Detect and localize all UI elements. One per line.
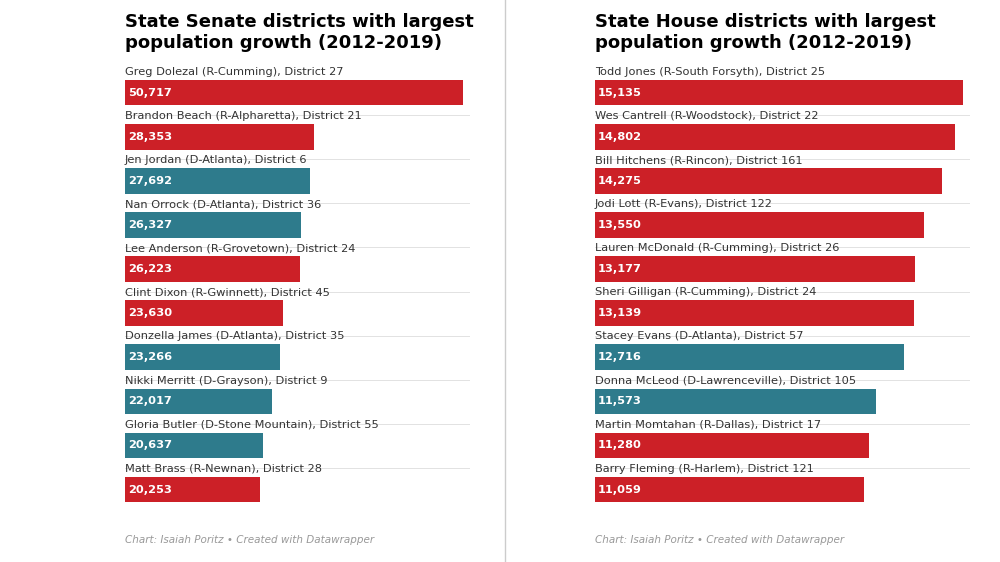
Text: Chart: Isaiah Poritz • Created with Datawrapper: Chart: Isaiah Poritz • Created with Data…	[125, 535, 374, 545]
Text: State Senate districts with largest
population growth (2012-2019): State Senate districts with largest popu…	[125, 13, 474, 52]
Text: 13,550: 13,550	[598, 220, 642, 230]
Text: Lauren McDonald (R-Cumming), District 26: Lauren McDonald (R-Cumming), District 26	[595, 243, 839, 253]
Text: 20,637: 20,637	[128, 441, 172, 451]
Bar	[125, 124, 314, 149]
Text: 50,717: 50,717	[128, 88, 171, 98]
Text: 12,716: 12,716	[598, 352, 642, 362]
Text: 23,266: 23,266	[128, 352, 172, 362]
Bar	[595, 212, 924, 238]
Bar	[595, 256, 915, 282]
Bar	[595, 168, 942, 194]
Text: 28,353: 28,353	[128, 132, 172, 142]
Text: Donna McLeod (D-Lawrenceville), District 105: Donna McLeod (D-Lawrenceville), District…	[595, 375, 856, 386]
Bar	[125, 301, 283, 326]
Text: State House districts with largest
population growth (2012-2019): State House districts with largest popul…	[595, 13, 936, 52]
Text: 13,139: 13,139	[598, 308, 642, 318]
Text: 27,692: 27,692	[128, 176, 172, 186]
Bar	[125, 433, 263, 458]
Text: 14,802: 14,802	[598, 132, 642, 142]
Text: 26,223: 26,223	[128, 264, 172, 274]
Bar	[595, 80, 963, 106]
Text: Matt Brass (R-Newnan), District 28: Matt Brass (R-Newnan), District 28	[125, 464, 322, 474]
Text: Stacey Evans (D-Atlanta), District 57: Stacey Evans (D-Atlanta), District 57	[595, 332, 804, 341]
Text: 11,280: 11,280	[598, 441, 642, 451]
Text: 23,630: 23,630	[128, 308, 172, 318]
Text: Nan Orrock (D-Atlanta), District 36: Nan Orrock (D-Atlanta), District 36	[125, 199, 321, 209]
Text: Jen Jordan (D-Atlanta), District 6: Jen Jordan (D-Atlanta), District 6	[125, 155, 308, 165]
Text: Clint Dixon (R-Gwinnett), District 45: Clint Dixon (R-Gwinnett), District 45	[125, 287, 330, 297]
Text: Wes Cantrell (R-Woodstock), District 22: Wes Cantrell (R-Woodstock), District 22	[595, 111, 818, 121]
Text: Nikki Merritt (D-Grayson), District 9: Nikki Merritt (D-Grayson), District 9	[125, 375, 328, 386]
Text: 13,177: 13,177	[598, 264, 642, 274]
Bar	[125, 168, 310, 194]
Bar	[595, 388, 876, 414]
Text: Sheri Gilligan (R-Cumming), District 24: Sheri Gilligan (R-Cumming), District 24	[595, 287, 816, 297]
Text: Lee Anderson (R-Grovetown), District 24: Lee Anderson (R-Grovetown), District 24	[125, 243, 355, 253]
Text: Martin Momtahan (R-Dallas), District 17: Martin Momtahan (R-Dallas), District 17	[595, 420, 821, 429]
Bar	[125, 80, 463, 106]
Text: Greg Dolezal (R-Cumming), District 27: Greg Dolezal (R-Cumming), District 27	[125, 67, 344, 77]
Text: Chart: Isaiah Poritz • Created with Datawrapper: Chart: Isaiah Poritz • Created with Data…	[595, 535, 844, 545]
Bar	[125, 212, 301, 238]
Text: 22,017: 22,017	[128, 396, 171, 406]
Text: Todd Jones (R-South Forsyth), District 25: Todd Jones (R-South Forsyth), District 2…	[595, 67, 825, 77]
Text: 11,059: 11,059	[598, 484, 642, 495]
Bar	[595, 345, 904, 370]
Bar	[125, 345, 280, 370]
Text: Brandon Beach (R-Alpharetta), District 21: Brandon Beach (R-Alpharetta), District 2…	[125, 111, 362, 121]
Text: Jodi Lott (R-Evans), District 122: Jodi Lott (R-Evans), District 122	[595, 199, 773, 209]
Text: 20,253: 20,253	[128, 484, 172, 495]
Text: Gloria Butler (D-Stone Mountain), District 55: Gloria Butler (D-Stone Mountain), Distri…	[125, 420, 379, 429]
Text: 15,135: 15,135	[598, 88, 642, 98]
Text: Bill Hitchens (R-Rincon), District 161: Bill Hitchens (R-Rincon), District 161	[595, 155, 803, 165]
Bar	[595, 301, 914, 326]
Bar	[125, 477, 260, 502]
Text: Barry Fleming (R-Harlem), District 121: Barry Fleming (R-Harlem), District 121	[595, 464, 814, 474]
Bar	[595, 477, 864, 502]
Text: 26,327: 26,327	[128, 220, 172, 230]
Bar	[595, 433, 869, 458]
Text: 11,573: 11,573	[598, 396, 642, 406]
Bar	[125, 388, 272, 414]
Bar	[125, 256, 300, 282]
Text: Donzella James (D-Atlanta), District 35: Donzella James (D-Atlanta), District 35	[125, 332, 344, 341]
Bar	[595, 124, 955, 149]
Text: 14,275: 14,275	[598, 176, 642, 186]
